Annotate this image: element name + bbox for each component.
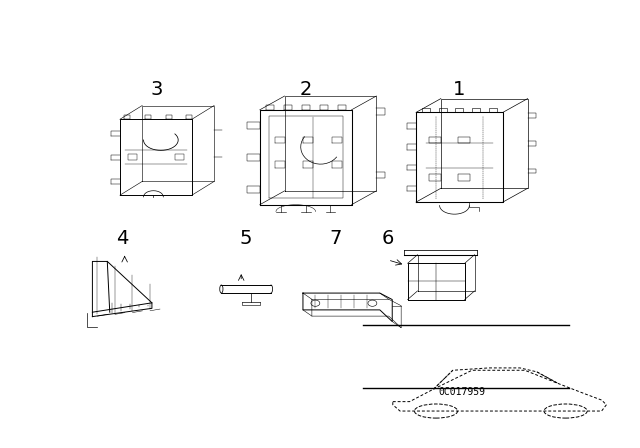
Bar [458, 137, 470, 143]
Text: 6: 6 [381, 229, 394, 248]
Text: 3: 3 [150, 81, 163, 99]
Bar [175, 154, 184, 160]
Text: 2: 2 [300, 81, 312, 99]
Text: 4: 4 [116, 229, 129, 248]
Text: 7: 7 [329, 229, 342, 248]
Bar [429, 175, 440, 181]
Text: 0C017959: 0C017959 [438, 387, 485, 397]
Bar [429, 137, 440, 143]
Bar [128, 154, 137, 160]
Text: 5: 5 [240, 229, 252, 248]
Text: 1: 1 [453, 81, 466, 99]
Bar [458, 175, 470, 181]
